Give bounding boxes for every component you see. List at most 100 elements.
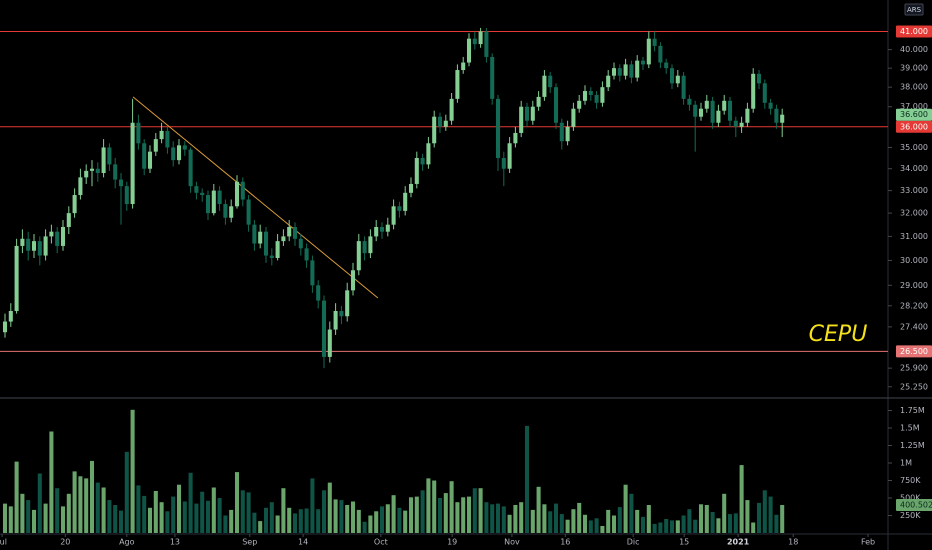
volume-bar [716, 518, 721, 533]
candle-body [629, 64, 634, 78]
volume-bar [171, 496, 176, 533]
volume-bar [513, 505, 518, 533]
candle-body [263, 231, 269, 256]
candle-body [716, 110, 721, 123]
x-tick-label: 19 [447, 538, 457, 547]
volume-bar [281, 488, 286, 533]
volume-bar [391, 495, 396, 533]
candle-body [739, 122, 744, 127]
volume-bar [55, 488, 60, 533]
candle-body [756, 73, 762, 84]
candle-body [623, 64, 628, 76]
volume-bar [188, 472, 193, 533]
volume-bar [275, 515, 280, 533]
y-tick-label: 28.200 [900, 301, 928, 310]
volume-bar [304, 508, 309, 533]
volume-bar [495, 503, 501, 533]
candle-body [55, 231, 60, 246]
volume-bar [530, 509, 535, 533]
candle-body [426, 143, 431, 165]
candle-body [478, 31, 483, 45]
y-tick-label: 39.000 [900, 64, 928, 73]
x-tick-label: 13 [170, 538, 180, 547]
y-tick-label: 37.000 [900, 102, 928, 111]
volume-bar [211, 487, 216, 533]
candle-body [374, 227, 379, 237]
volume-bar [147, 507, 153, 533]
volume-bar [374, 511, 379, 533]
x-tick-label: Ago [119, 538, 135, 547]
candle-body [107, 147, 112, 165]
candle-body [269, 255, 274, 258]
volume-bar [600, 526, 605, 533]
candle-body [49, 231, 54, 237]
volume-bar [182, 501, 187, 533]
candle-body [113, 164, 118, 180]
price-level-badge [896, 25, 932, 38]
y-tick-label: 38.000 [900, 83, 928, 92]
candle-body [60, 227, 66, 246]
candle-body [171, 147, 176, 161]
volume-bar [223, 515, 228, 533]
volume-bar [548, 511, 553, 533]
x-tick-label: 18 [788, 538, 798, 547]
candle-body [101, 147, 106, 174]
x-tick-label: 15 [679, 538, 689, 547]
volume-bar [484, 502, 489, 533]
candle-body [710, 100, 715, 123]
candle-body [78, 177, 83, 196]
candle-body [571, 108, 576, 127]
candle-body [484, 31, 489, 57]
volume-bar [142, 495, 147, 533]
volume-bar [652, 523, 657, 533]
volume-bar [646, 505, 651, 533]
candle-body [287, 227, 292, 237]
y-tick-label: 32.000 [900, 209, 928, 218]
last-price-label: 36.600 [900, 110, 928, 119]
volume-bar [722, 493, 727, 533]
volume-bar [368, 515, 373, 533]
volume-bar [501, 506, 506, 533]
candle-body [414, 158, 419, 184]
volume-bar [258, 521, 263, 533]
candle-body [449, 98, 454, 121]
candle-body [246, 199, 251, 225]
trendline [132, 96, 379, 299]
candle-body [681, 75, 686, 99]
currency-label: ARS [907, 6, 922, 14]
volume-bar [316, 509, 321, 533]
volume-bar [687, 509, 692, 533]
candle-body [66, 213, 71, 228]
candle-body [588, 91, 593, 95]
volume-bar [606, 509, 611, 533]
volume-bar [252, 512, 257, 533]
volume-bar [768, 496, 773, 533]
candle-body [751, 73, 756, 109]
volume-bar [37, 473, 42, 533]
volume-tick-label: 1.5M [900, 424, 920, 433]
volume-tick-label: 1.75M [900, 406, 925, 415]
volume-bar [113, 505, 118, 533]
volume-bar [542, 504, 547, 533]
candle-body [200, 192, 205, 196]
candle-body [8, 311, 13, 322]
candle-body [524, 106, 530, 121]
volume-bar [31, 509, 37, 533]
price-level-label: 36.000 [900, 122, 928, 131]
volume-bar [461, 497, 466, 533]
candle-body [774, 108, 779, 123]
volume-tick-label: 1.25M [900, 441, 925, 450]
candle-body [281, 236, 286, 242]
volume-bar [333, 499, 338, 533]
candle-body [165, 130, 170, 148]
candle-body [652, 38, 657, 46]
candle-body [339, 311, 344, 317]
price-level-label: 41.000 [900, 27, 928, 36]
volume-bar [20, 493, 25, 533]
volume-bar [292, 513, 298, 533]
volume-bar [426, 478, 431, 533]
volume-bar [559, 514, 564, 533]
candle-body [194, 186, 199, 193]
volume-bar [681, 515, 686, 533]
candle-body [124, 186, 129, 205]
